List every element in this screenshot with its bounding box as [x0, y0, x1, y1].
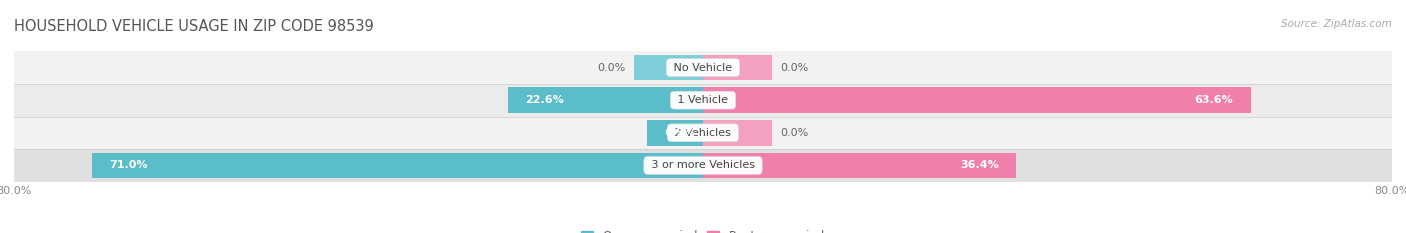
Bar [634, 55, 703, 80]
Bar [14, 84, 1392, 116]
Text: 0.0%: 0.0% [780, 63, 808, 72]
Bar [703, 87, 1251, 113]
Bar [509, 87, 703, 113]
Bar [14, 116, 1392, 149]
Bar [14, 51, 1392, 84]
Text: 0.0%: 0.0% [780, 128, 808, 138]
Text: 0.0%: 0.0% [598, 63, 626, 72]
Text: 36.4%: 36.4% [960, 161, 1000, 170]
Text: Source: ZipAtlas.com: Source: ZipAtlas.com [1281, 19, 1392, 29]
Text: 2 Vehicles: 2 Vehicles [671, 128, 735, 138]
Text: 71.0%: 71.0% [108, 161, 148, 170]
Bar [703, 55, 772, 80]
Bar [14, 149, 1392, 182]
Text: 1 Vehicle: 1 Vehicle [675, 95, 731, 105]
Bar [703, 153, 1017, 178]
Text: No Vehicle: No Vehicle [671, 63, 735, 72]
Text: 6.5%: 6.5% [664, 128, 695, 138]
Bar [91, 153, 703, 178]
Bar [703, 120, 772, 146]
Text: HOUSEHOLD VEHICLE USAGE IN ZIP CODE 98539: HOUSEHOLD VEHICLE USAGE IN ZIP CODE 9853… [14, 19, 374, 34]
Legend: Owner-occupied, Renter-occupied: Owner-occupied, Renter-occupied [576, 225, 830, 233]
Text: 3 or more Vehicles: 3 or more Vehicles [648, 161, 758, 170]
Bar [647, 120, 703, 146]
Text: 63.6%: 63.6% [1195, 95, 1233, 105]
Text: 22.6%: 22.6% [526, 95, 564, 105]
